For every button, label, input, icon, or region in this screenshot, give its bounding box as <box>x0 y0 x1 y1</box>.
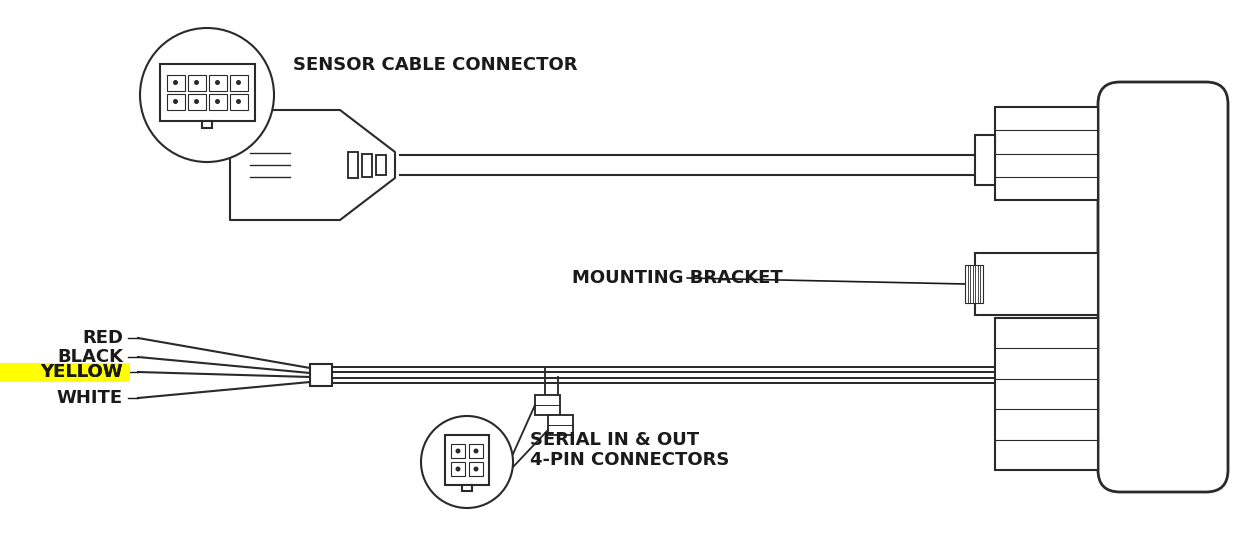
Bar <box>202 120 212 127</box>
Text: MOUNTING BRACKET: MOUNTING BRACKET <box>572 269 782 287</box>
Bar <box>187 75 206 91</box>
Circle shape <box>193 80 198 85</box>
Bar <box>995 107 1098 200</box>
Bar <box>362 154 372 176</box>
Bar <box>975 135 995 185</box>
Bar <box>0 362 130 382</box>
Circle shape <box>456 467 461 472</box>
Bar <box>995 318 1098 470</box>
Bar <box>230 93 247 109</box>
Bar <box>469 462 483 476</box>
Bar <box>965 265 983 303</box>
Text: YELLOW: YELLOW <box>40 363 124 381</box>
Circle shape <box>215 80 220 85</box>
Circle shape <box>456 449 461 453</box>
Text: RED: RED <box>82 329 124 347</box>
Bar <box>187 93 206 109</box>
Circle shape <box>236 99 241 104</box>
Bar <box>348 152 358 178</box>
Bar <box>548 415 573 435</box>
Circle shape <box>173 99 178 104</box>
Bar <box>535 395 560 415</box>
Circle shape <box>215 99 220 104</box>
Text: YELLOW: YELLOW <box>40 363 124 381</box>
Circle shape <box>473 467 478 472</box>
Circle shape <box>140 28 275 162</box>
Bar <box>376 155 386 175</box>
Text: WHITE: WHITE <box>57 389 124 407</box>
Bar <box>451 462 466 476</box>
Circle shape <box>236 80 241 85</box>
Bar <box>462 485 472 491</box>
Bar <box>230 75 247 91</box>
Text: 4-PIN CONNECTORS: 4-PIN CONNECTORS <box>530 451 729 469</box>
Bar <box>446 435 489 485</box>
FancyBboxPatch shape <box>1098 82 1228 492</box>
Bar <box>310 364 332 386</box>
Bar <box>208 93 226 109</box>
Text: SENSOR CABLE CONNECTOR: SENSOR CABLE CONNECTOR <box>293 56 578 74</box>
Bar <box>469 444 483 458</box>
Circle shape <box>421 416 513 508</box>
Circle shape <box>173 80 178 85</box>
Bar <box>166 75 185 91</box>
Text: BLACK: BLACK <box>57 348 124 366</box>
Circle shape <box>473 449 478 453</box>
Bar <box>160 64 255 120</box>
Bar <box>975 253 1098 315</box>
Bar <box>451 444 466 458</box>
Text: SERIAL IN & OUT: SERIAL IN & OUT <box>530 431 699 449</box>
Circle shape <box>193 99 198 104</box>
Bar <box>208 75 226 91</box>
Bar <box>166 93 185 109</box>
